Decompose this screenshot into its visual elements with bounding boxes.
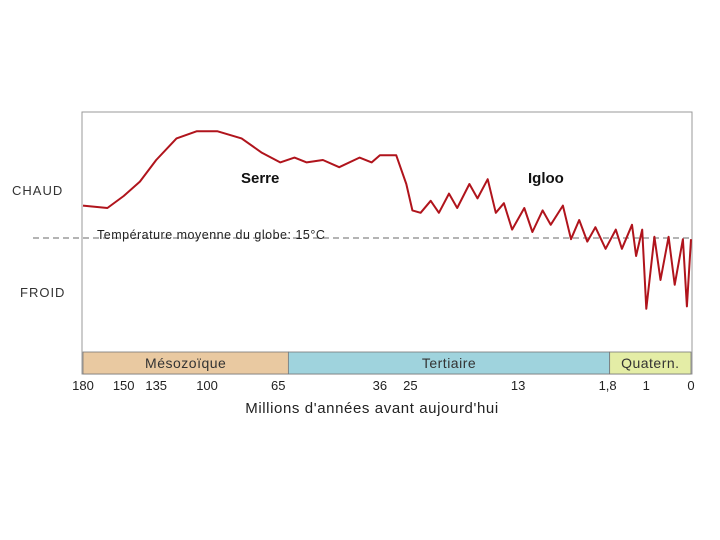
era-label-0: Mésozoïque xyxy=(145,355,226,371)
x-tick-label-10: 0 xyxy=(687,378,694,393)
annotation-serre: Serre xyxy=(241,170,279,187)
era-bars: Mésozoïque Tertiaire Quatern. xyxy=(82,351,692,375)
x-axis-ticks: 180 150 135 100 65 36 25 13 1,8 1 0 xyxy=(72,378,694,393)
x-tick-label-7: 13 xyxy=(511,378,525,393)
annotation-igloo: Igloo xyxy=(528,170,564,187)
era-label-2: Quatern. xyxy=(621,355,679,371)
series-lines xyxy=(82,130,692,310)
y-label-hot: CHAUD xyxy=(12,183,63,198)
x-tick-label-3: 100 xyxy=(196,378,218,393)
x-tick-label-4: 65 xyxy=(271,378,285,393)
x-axis-label: Millions d'années avant aujourd'hui xyxy=(245,400,499,417)
series-line-0 xyxy=(82,130,692,310)
plot-frame xyxy=(81,111,693,375)
x-tick-label-1: 150 xyxy=(113,378,135,393)
era-label-1: Tertiaire xyxy=(422,355,476,371)
x-tick-label-2: 135 xyxy=(145,378,167,393)
y-label-cold: FROID xyxy=(20,285,65,300)
x-tick-label-0: 180 xyxy=(72,378,94,393)
mean-temperature-label: Température moyenne du globe: 15°C xyxy=(97,228,325,242)
x-tick-label-9: 1 xyxy=(643,378,650,393)
x-tick-label-5: 36 xyxy=(373,378,387,393)
era-bar-2 xyxy=(609,351,692,375)
x-tick-label-8: 1,8 xyxy=(599,378,617,393)
x-tick-label-6: 25 xyxy=(403,378,417,393)
